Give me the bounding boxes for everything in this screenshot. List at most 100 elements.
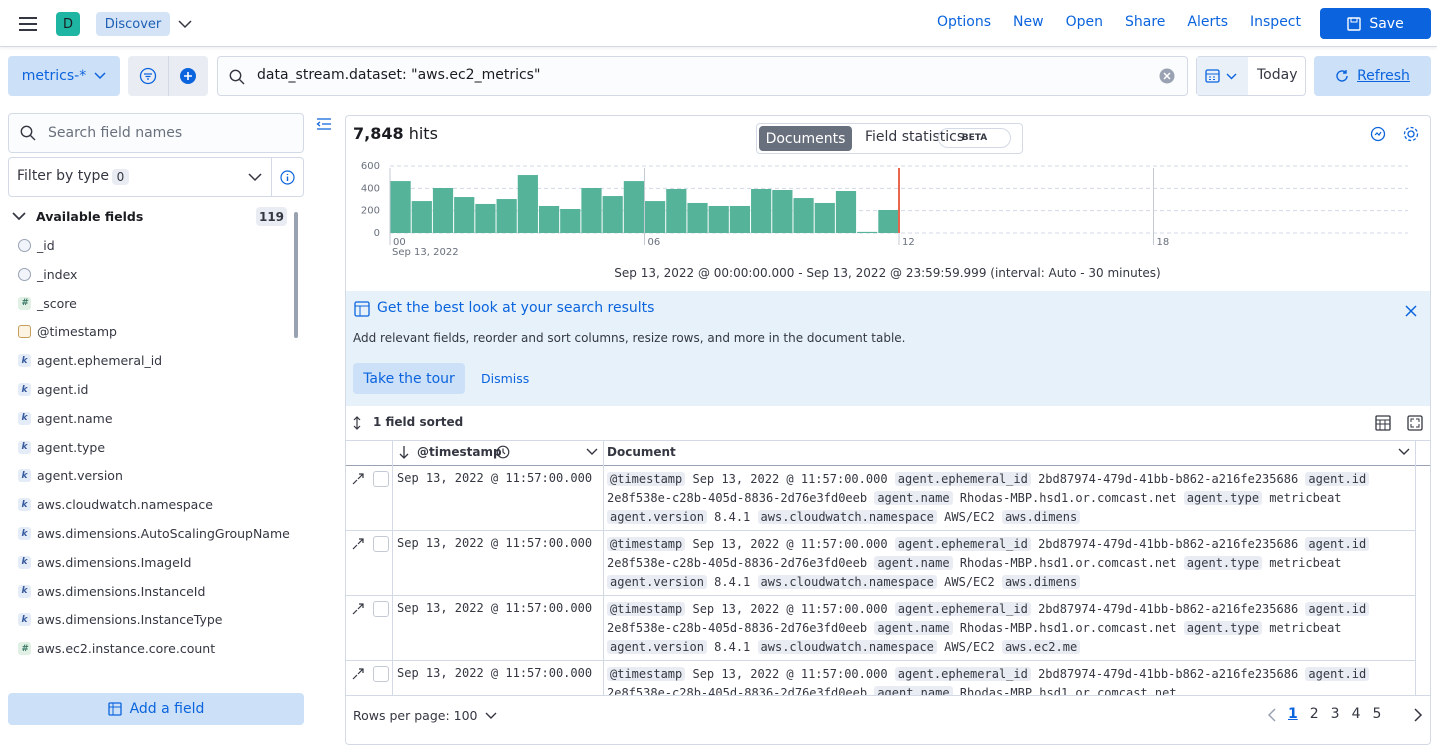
page-link[interactable]: 2 xyxy=(1310,706,1319,722)
expand-icon[interactable] xyxy=(352,603,364,615)
bar[interactable] xyxy=(772,190,792,233)
rows-per-page[interactable]: Rows per page: 100 xyxy=(353,708,497,723)
field-value: Rhodas-MBP.hsd1.or.comcast.net xyxy=(960,491,1177,505)
menu-item[interactable]: Alerts xyxy=(1187,14,1228,30)
filter-icon[interactable] xyxy=(139,67,157,85)
bar[interactable] xyxy=(878,210,898,233)
save-button[interactable]: Save xyxy=(1320,8,1431,39)
field-value: Rhodas-MBP.hsd1.or.comcast.net xyxy=(960,621,1177,635)
bar[interactable] xyxy=(518,175,538,233)
field-type-icon xyxy=(18,268,31,281)
chevron[interactable] xyxy=(1398,447,1410,457)
field-item[interactable]: kagent.ephemeral_id xyxy=(18,353,162,368)
bar[interactable] xyxy=(730,206,750,233)
menu-item[interactable]: Options xyxy=(937,14,991,30)
bar[interactable] xyxy=(475,204,495,233)
close-icon[interactable] xyxy=(1405,305,1417,317)
table-tools[interactable] xyxy=(1375,415,1425,431)
bar[interactable] xyxy=(687,203,707,233)
bar[interactable] xyxy=(454,197,474,233)
bar[interactable] xyxy=(666,189,686,233)
field-value: 2bd87974-479d-41bb-b862-a216fe235686 xyxy=(1038,667,1298,681)
field-item[interactable]: #_score xyxy=(18,296,77,311)
bar[interactable] xyxy=(539,206,559,233)
rows-per-page-label: Rows per page: 100 xyxy=(353,708,477,723)
bar[interactable] xyxy=(560,209,580,233)
available-fields-label: Available fields xyxy=(36,209,143,224)
search-icon xyxy=(20,125,36,141)
field-item[interactable]: _id xyxy=(18,238,55,253)
column-timestamp[interactable]: @timestamp xyxy=(417,445,502,459)
next-page[interactable] xyxy=(1412,708,1424,722)
scrollbar xyxy=(294,212,298,338)
filter-by-type-label: Filter by type xyxy=(17,168,109,184)
field-value: 2bd87974-479d-41bb-b862-a216fe235686 xyxy=(1038,602,1298,616)
expand-icon[interactable] xyxy=(352,668,364,680)
field-type-icon xyxy=(18,325,31,338)
row-checkbox[interactable] xyxy=(373,471,389,487)
bar[interactable] xyxy=(412,201,432,233)
menu-item[interactable]: Inspect xyxy=(1250,14,1301,30)
field-key: agent.name xyxy=(874,621,952,635)
field-key: @timestamp xyxy=(607,537,685,551)
bar[interactable] xyxy=(751,189,771,233)
bar[interactable] xyxy=(391,181,411,233)
chevron xyxy=(485,711,497,721)
bar[interactable] xyxy=(836,191,856,233)
expand-icon[interactable] xyxy=(352,538,364,550)
data-view-picker[interactable]: metrics-* xyxy=(8,56,120,96)
column-document[interactable]: Document xyxy=(607,445,676,459)
bar[interactable] xyxy=(815,203,835,233)
field-item[interactable]: @timestamp xyxy=(18,324,117,339)
bar[interactable] xyxy=(497,199,517,233)
add-filter-icon[interactable] xyxy=(179,67,197,85)
chevron[interactable] xyxy=(12,210,26,222)
page-link[interactable]: 1 xyxy=(1288,706,1298,722)
row-checkbox[interactable] xyxy=(373,536,389,552)
field-item[interactable]: kagent.name xyxy=(18,411,113,426)
page-link[interactable]: 5 xyxy=(1373,706,1382,722)
app-breadcrumb[interactable]: Discover xyxy=(96,12,170,36)
collapse-icon[interactable] xyxy=(316,117,332,131)
field-item[interactable]: kagent.id xyxy=(18,382,89,397)
bar[interactable] xyxy=(624,181,644,233)
info-icon[interactable] xyxy=(280,170,295,185)
bar[interactable] xyxy=(857,232,877,233)
field-item[interactable]: _index xyxy=(18,267,77,282)
callout-title: Get the best look at your search results xyxy=(377,300,654,316)
bar[interactable] xyxy=(581,188,601,233)
row-checkbox[interactable] xyxy=(373,601,389,617)
row-checkbox[interactable] xyxy=(373,666,389,682)
field-key: agent.type xyxy=(1184,621,1262,635)
add-field-button[interactable]: Add a field xyxy=(8,693,304,725)
page-link[interactable]: 3 xyxy=(1331,706,1340,722)
expand-icon[interactable] xyxy=(352,473,364,485)
dismiss-button[interactable]: Dismiss xyxy=(481,371,529,386)
field-key: @timestamp xyxy=(607,667,685,681)
menu-item[interactable]: New xyxy=(1013,14,1044,30)
field-name: _score xyxy=(37,296,77,311)
tour-button[interactable]: Take the tour xyxy=(353,363,465,394)
chevron[interactable] xyxy=(586,447,598,457)
bar[interactable] xyxy=(793,198,813,233)
clear-icon[interactable] xyxy=(1159,68,1175,84)
menu-item[interactable]: Share xyxy=(1125,14,1165,30)
menu-icon[interactable] xyxy=(19,16,37,32)
document-cell: @timestamp Sep 13, 2022 @ 11:57:00.000 a… xyxy=(607,600,1413,657)
bar[interactable] xyxy=(709,206,729,233)
refresh-button[interactable]: Refresh xyxy=(1314,56,1431,96)
sorted-label[interactable]: 1 field sorted xyxy=(373,415,463,429)
bar[interactable] xyxy=(603,196,623,233)
bar[interactable] xyxy=(433,188,453,233)
menu-item[interactable]: Open xyxy=(1066,14,1103,30)
prev-page[interactable] xyxy=(1266,708,1278,722)
space-avatar[interactable]: D xyxy=(56,12,80,36)
page-link[interactable]: 4 xyxy=(1352,706,1361,722)
bar[interactable] xyxy=(645,201,665,233)
field-name: agent.id xyxy=(37,382,89,397)
field-key: agent.version xyxy=(607,510,707,524)
field-item[interactable]: kagent.type xyxy=(18,440,105,455)
field-value: 2bd87974-479d-41bb-b862-a216fe235686 xyxy=(1038,472,1298,486)
chevron[interactable] xyxy=(178,18,192,30)
field-value: 2e8f538e-c28b-405d-8836-2d76e3fd0eeb xyxy=(607,556,867,570)
